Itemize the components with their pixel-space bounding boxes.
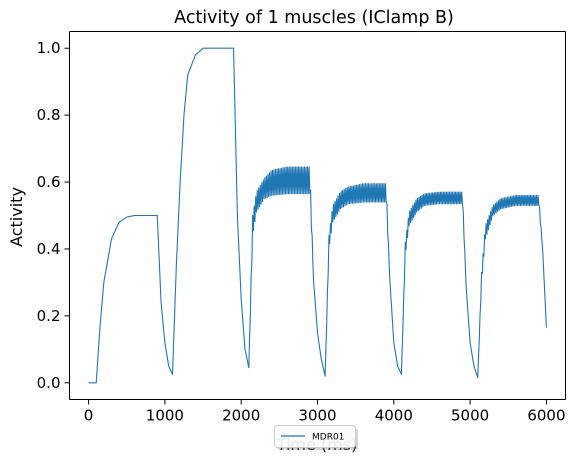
x-tick-label: 0: [84, 407, 94, 425]
chart-title: Activity of 1 muscles (IClamp B): [174, 8, 454, 28]
x-tick-label: 6000: [527, 407, 565, 425]
x-tick-label: 2000: [222, 407, 260, 425]
x-axis-ticks: 0 1000 2000 3000 4000 5000 6000: [84, 399, 566, 425]
y-axis-ticks: 0.0 0.2 0.4 0.6 0.8 1.0: [37, 39, 70, 392]
x-tick-label: 5000: [451, 407, 489, 425]
y-tick-label: 0.4: [37, 240, 61, 258]
x-tick-label: 3000: [298, 407, 336, 425]
y-tick-label: 0.2: [37, 307, 61, 325]
x-tick-label: 4000: [375, 407, 413, 425]
x-tick-label: 1000: [146, 407, 184, 425]
y-tick-label: 0.0: [37, 374, 61, 392]
y-axis-label: Activity: [7, 187, 26, 247]
series-layer: [88, 47, 547, 384]
legend-box: [274, 425, 356, 448]
y-tick-label: 0.8: [37, 106, 61, 124]
series-line-MDR01: [88, 47, 547, 384]
legend-entry-label: MDR01: [312, 433, 344, 443]
y-tick-label: 1.0: [37, 39, 61, 57]
legend: MDR01: [274, 425, 358, 450]
y-tick-label: 0.6: [37, 173, 61, 191]
